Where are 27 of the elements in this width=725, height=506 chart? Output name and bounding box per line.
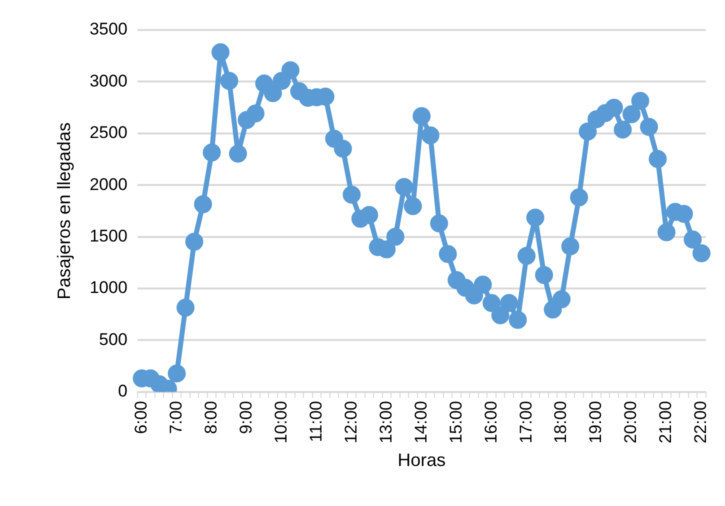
- y-tick-label: 500: [99, 330, 128, 349]
- x-tick-label: 11:00: [306, 400, 326, 442]
- y-axis-title: Pasajeros en llegadas: [54, 122, 74, 300]
- x-tick-label: 15:00: [446, 400, 466, 444]
- x-tick-label: 12:00: [341, 400, 360, 444]
- x-tick-label: 18:00: [551, 400, 570, 444]
- x-tick-label: 16:00: [481, 400, 500, 444]
- x-tick-label: 6:00: [131, 400, 150, 434]
- x-tick-label: 7:00: [166, 400, 186, 434]
- x-tick-label: 22:00: [691, 400, 710, 444]
- x-tick-label: 17:00: [516, 400, 536, 444]
- x-tick-label: 14:00: [411, 400, 430, 444]
- x-tick-label: 10:00: [271, 400, 290, 444]
- x-tick-label: 20:00: [621, 400, 640, 444]
- y-tick-label: 0: [118, 382, 128, 401]
- y-tick-label: 2000: [90, 174, 128, 194]
- x-axis-title: Horas: [398, 450, 446, 470]
- x-tick-label: 19:00: [586, 400, 606, 444]
- y-tick-label: 2500: [90, 123, 128, 142]
- x-tick-label: 9:00: [236, 400, 256, 434]
- y-tick-label: 1500: [90, 226, 128, 246]
- y-tick-label: 1000: [90, 278, 128, 298]
- y-tick-label: 3500: [90, 20, 128, 39]
- y-tick-label: 3000: [90, 71, 128, 90]
- x-tick-label: 21:00: [656, 400, 676, 444]
- x-tick-label: 13:00: [376, 400, 396, 444]
- x-tick-label: 8:00: [201, 400, 220, 434]
